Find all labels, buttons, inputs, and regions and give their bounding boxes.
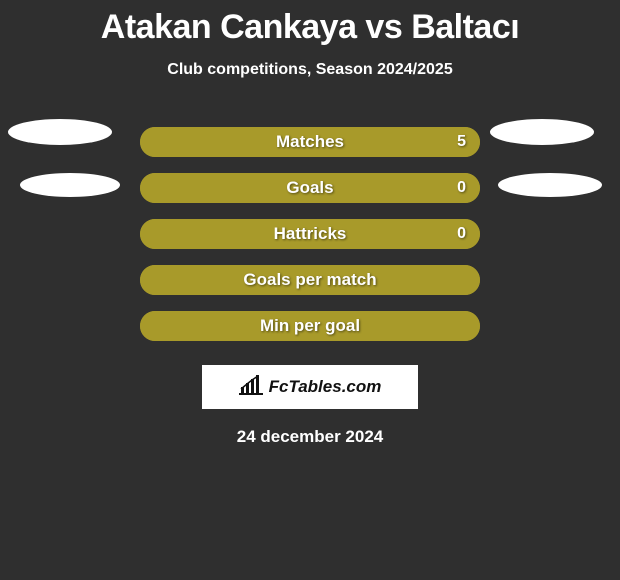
- label-goals: Goals: [286, 178, 333, 198]
- label-mpg: Min per goal: [260, 316, 360, 336]
- value-hattricks-right: 0: [457, 225, 466, 243]
- value-goals-right: 0: [457, 179, 466, 197]
- label-matches: Matches: [276, 132, 344, 152]
- watermark-text: FcTables.com: [269, 377, 382, 397]
- footer-date: 24 december 2024: [0, 427, 620, 447]
- comparison-chart: Matches 5 Goals 0 Hattricks 0 Goals per …: [0, 119, 620, 349]
- page-subtitle: Club competitions, Season 2024/2025: [0, 61, 620, 79]
- row-hattricks: Hattricks 0: [0, 211, 620, 257]
- value-matches-right: 5: [457, 133, 466, 151]
- page-title: Atakan Cankaya vs Baltacı: [0, 0, 620, 47]
- bar-chart-icon: [239, 375, 263, 400]
- row-mpg: Min per goal: [0, 303, 620, 349]
- label-hattricks: Hattricks: [274, 224, 347, 244]
- row-gpm: Goals per match: [0, 257, 620, 303]
- label-gpm: Goals per match: [243, 270, 376, 290]
- watermark: FcTables.com: [202, 365, 418, 409]
- row-goals: Goals 0: [0, 165, 620, 211]
- row-matches: Matches 5: [0, 119, 620, 165]
